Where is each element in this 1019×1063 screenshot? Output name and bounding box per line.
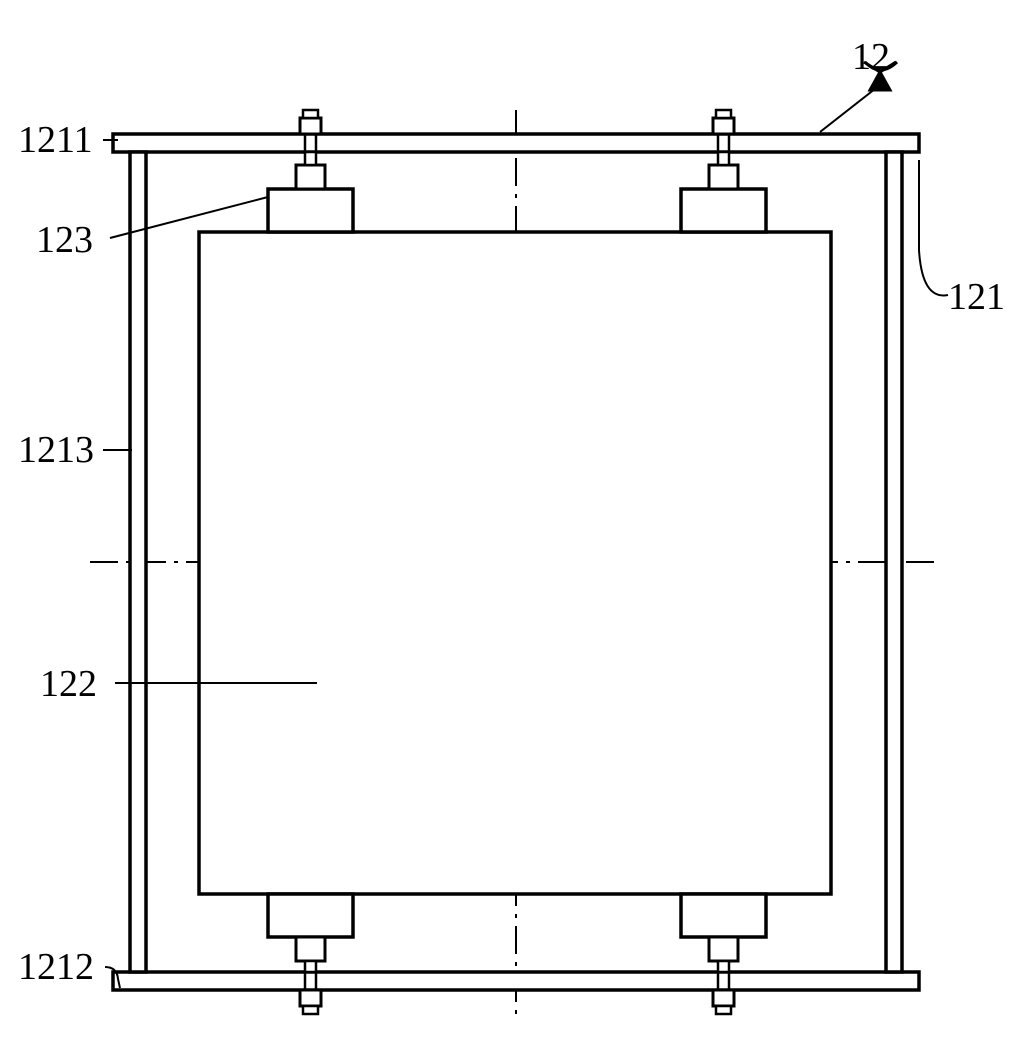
label-12: 12 bbox=[852, 35, 890, 79]
connector-top-right bbox=[681, 110, 766, 232]
label-121: 121 bbox=[948, 275, 1005, 319]
label-1211: 1211 bbox=[18, 118, 93, 162]
label-122: 122 bbox=[40, 662, 97, 706]
inner-box bbox=[199, 232, 831, 894]
label-1213: 1213 bbox=[18, 428, 94, 472]
technical-drawing bbox=[0, 0, 1019, 1063]
bottom-beam bbox=[113, 972, 919, 990]
left-post bbox=[130, 152, 146, 972]
label-1212: 1212 bbox=[18, 945, 94, 989]
top-beam bbox=[113, 134, 919, 152]
connector-top-left bbox=[268, 110, 353, 232]
right-post bbox=[886, 152, 902, 972]
connector-bottom-right bbox=[681, 894, 766, 1014]
label-123: 123 bbox=[36, 218, 93, 262]
connector-bottom-left bbox=[268, 894, 353, 1014]
